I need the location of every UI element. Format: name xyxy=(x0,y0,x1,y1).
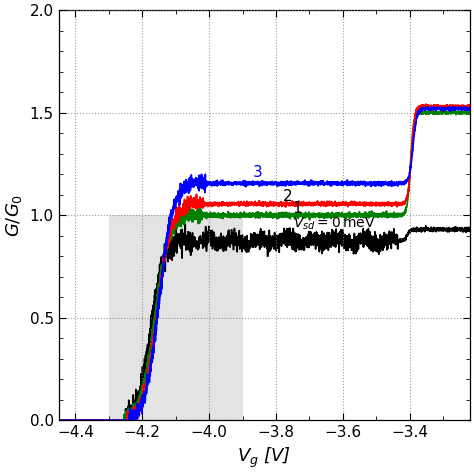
Text: 1: 1 xyxy=(292,201,302,216)
Text: 2: 2 xyxy=(283,189,292,204)
Text: $V_{sd}=0\,\mathrm{meV}$: $V_{sd}=0\,\mathrm{meV}$ xyxy=(292,215,375,232)
Y-axis label: $G/G_0$: $G/G_0$ xyxy=(4,193,24,237)
Bar xyxy=(109,215,243,420)
X-axis label: $V_g$ [V]: $V_g$ [V] xyxy=(237,446,292,470)
Text: 3: 3 xyxy=(253,164,262,180)
